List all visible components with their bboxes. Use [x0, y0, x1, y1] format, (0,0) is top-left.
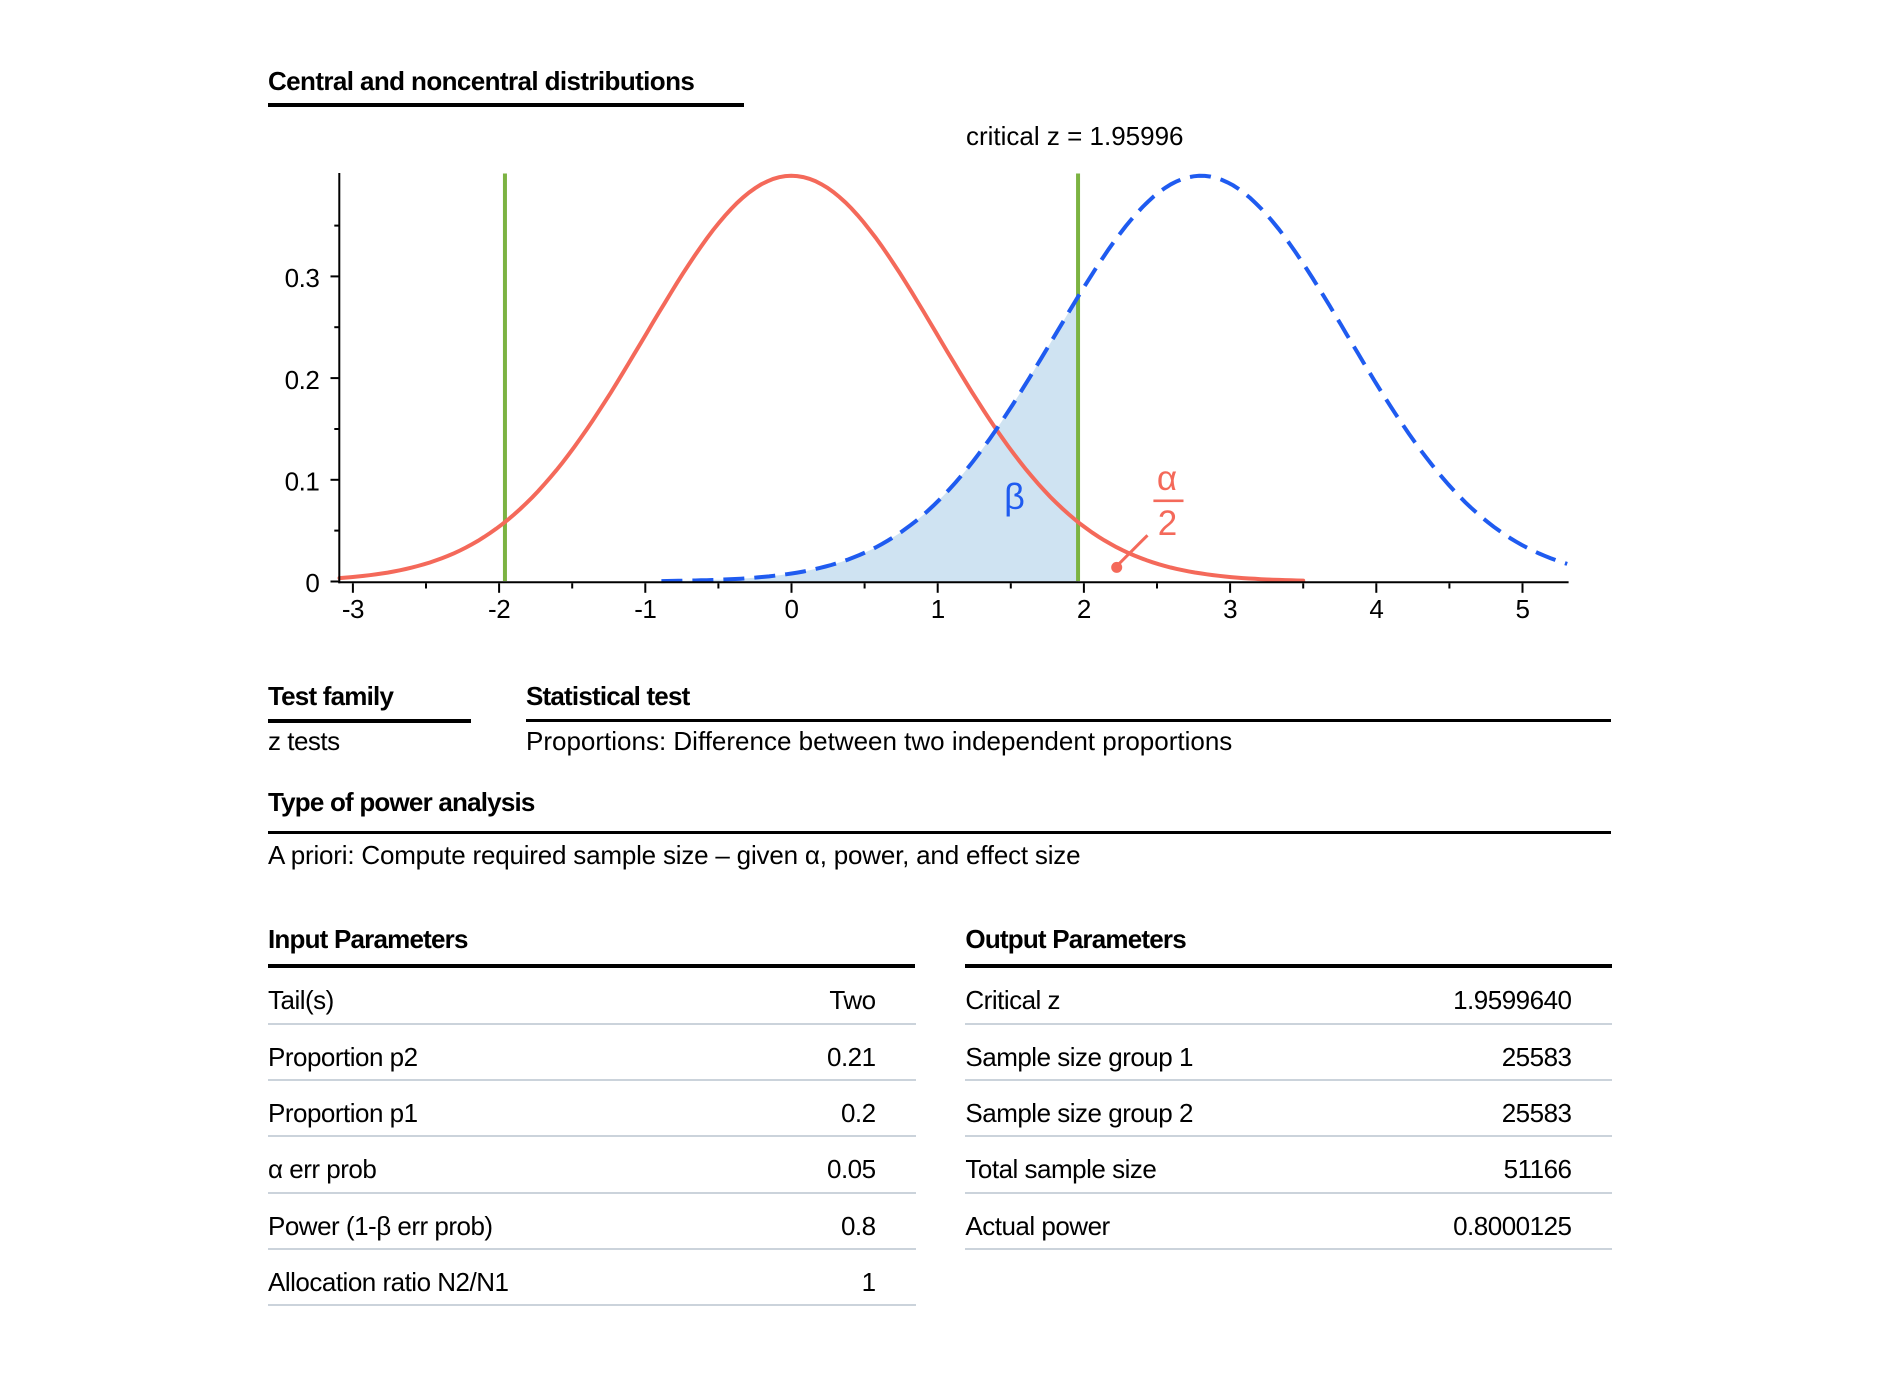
svg-text:1: 1 — [931, 594, 945, 624]
svg-text:3: 3 — [1223, 594, 1237, 624]
svg-text:critical z = 1.95996: critical z = 1.95996 — [966, 121, 1184, 151]
svg-text:2: 2 — [1077, 594, 1091, 624]
svg-text:-3: -3 — [342, 594, 364, 624]
svg-text:0.1: 0.1 — [285, 467, 320, 497]
svg-text:0.3: 0.3 — [285, 263, 320, 293]
svg-text:5: 5 — [1516, 594, 1530, 624]
svg-text:0: 0 — [305, 568, 319, 598]
svg-text:α: α — [1157, 459, 1177, 498]
svg-text:-2: -2 — [488, 594, 510, 624]
svg-text:2: 2 — [1158, 504, 1177, 543]
svg-text:4: 4 — [1369, 594, 1383, 624]
svg-text:0: 0 — [785, 594, 799, 624]
svg-text:β: β — [1004, 476, 1025, 517]
svg-text:-1: -1 — [634, 594, 656, 624]
svg-text:0.2: 0.2 — [285, 365, 320, 395]
